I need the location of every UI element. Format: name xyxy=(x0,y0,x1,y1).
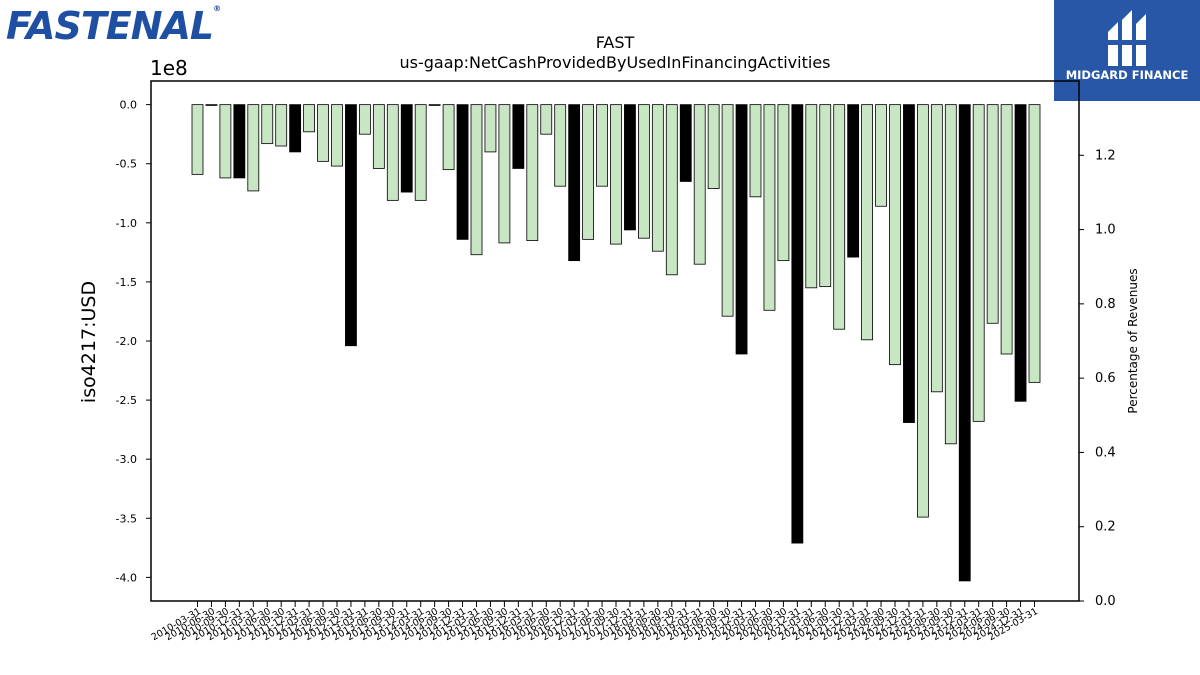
bar xyxy=(372,104,385,169)
bar xyxy=(777,104,790,262)
y-tick-label: -1.5 xyxy=(116,276,137,289)
bar xyxy=(889,104,901,366)
bar xyxy=(303,104,316,133)
midgard-brand-text: MIDGARD FINANCE xyxy=(1065,68,1189,82)
bar xyxy=(875,104,887,207)
bar xyxy=(582,104,594,240)
bar xyxy=(317,104,329,162)
y2-tick-label: 1.0 xyxy=(1095,223,1116,238)
bar xyxy=(986,104,999,324)
bar xyxy=(693,104,706,265)
bar xyxy=(247,104,260,192)
y2-tick-label: 0.4 xyxy=(1095,445,1116,460)
y2-tick-label: 0.6 xyxy=(1095,371,1116,386)
y-offset-label: 1e8 xyxy=(150,56,188,80)
bar xyxy=(651,104,664,252)
y-tick-label: -3.5 xyxy=(116,512,137,525)
y2-tick-label: 0.0 xyxy=(1095,594,1116,609)
y2-tick-label: 1.2 xyxy=(1095,148,1116,163)
bar xyxy=(289,104,302,153)
bar xyxy=(819,104,832,288)
bar xyxy=(331,104,343,167)
bar xyxy=(358,104,371,135)
bar xyxy=(470,104,483,256)
y-axis-label: iso4217:USD xyxy=(78,281,100,403)
y-tick-label: -2.5 xyxy=(116,394,137,407)
bar xyxy=(456,104,469,240)
bar xyxy=(638,104,650,239)
midgard-mark-icon xyxy=(1108,10,1146,66)
bar xyxy=(944,104,957,445)
bar xyxy=(721,104,734,317)
bar xyxy=(400,104,413,193)
bar xyxy=(805,104,818,289)
bar xyxy=(540,104,553,135)
bar xyxy=(861,104,873,341)
bar xyxy=(512,104,525,169)
bar xyxy=(1028,104,1041,383)
bar xyxy=(958,104,971,582)
bar xyxy=(903,104,915,423)
chart-title: FAST xyxy=(596,33,635,52)
bar xyxy=(345,104,357,347)
y-tick-label: -1.0 xyxy=(116,217,137,230)
bar xyxy=(205,104,218,106)
chart-subtitle: us-gaap:NetCashProvidedByUsedInFinancing… xyxy=(399,53,830,72)
bar xyxy=(1000,104,1013,355)
bar xyxy=(219,104,232,179)
plot-frame xyxy=(150,80,1080,602)
bar xyxy=(665,104,678,276)
bar xyxy=(679,104,692,182)
bar xyxy=(763,104,776,311)
y-tick-label: -4.0 xyxy=(116,571,137,584)
bar xyxy=(414,104,427,201)
bar xyxy=(233,104,246,179)
bar xyxy=(749,104,762,198)
y2-tick-label: 0.8 xyxy=(1095,297,1116,312)
bar xyxy=(596,104,608,187)
bar xyxy=(275,104,288,147)
bar xyxy=(442,104,455,171)
bar xyxy=(428,104,441,106)
bar xyxy=(191,104,204,175)
bar xyxy=(624,104,636,231)
y2-axis-label: Percentage of Revenues xyxy=(1126,268,1140,413)
bar xyxy=(568,104,581,262)
bar xyxy=(610,104,622,245)
bar xyxy=(526,104,539,241)
bar xyxy=(833,104,846,330)
y2-tick-label: 0.2 xyxy=(1095,520,1116,535)
bar xyxy=(791,104,804,544)
bar xyxy=(261,104,274,145)
y-tick-label: -3.0 xyxy=(116,453,137,466)
bar xyxy=(1014,104,1027,402)
bar xyxy=(972,104,985,422)
bar xyxy=(554,104,567,187)
bar xyxy=(735,104,748,355)
bar xyxy=(930,104,943,393)
bar xyxy=(386,104,399,201)
bar xyxy=(707,104,720,189)
bar xyxy=(484,104,497,153)
y-tick-label: -2.0 xyxy=(116,335,137,348)
y-tick-label: -0.5 xyxy=(116,158,137,171)
y-tick-label: 0.0 xyxy=(120,99,138,112)
bar xyxy=(847,104,860,258)
bar xyxy=(498,104,511,244)
fastenal-logo: FASTENAL® xyxy=(6,4,221,48)
bar xyxy=(917,104,929,518)
